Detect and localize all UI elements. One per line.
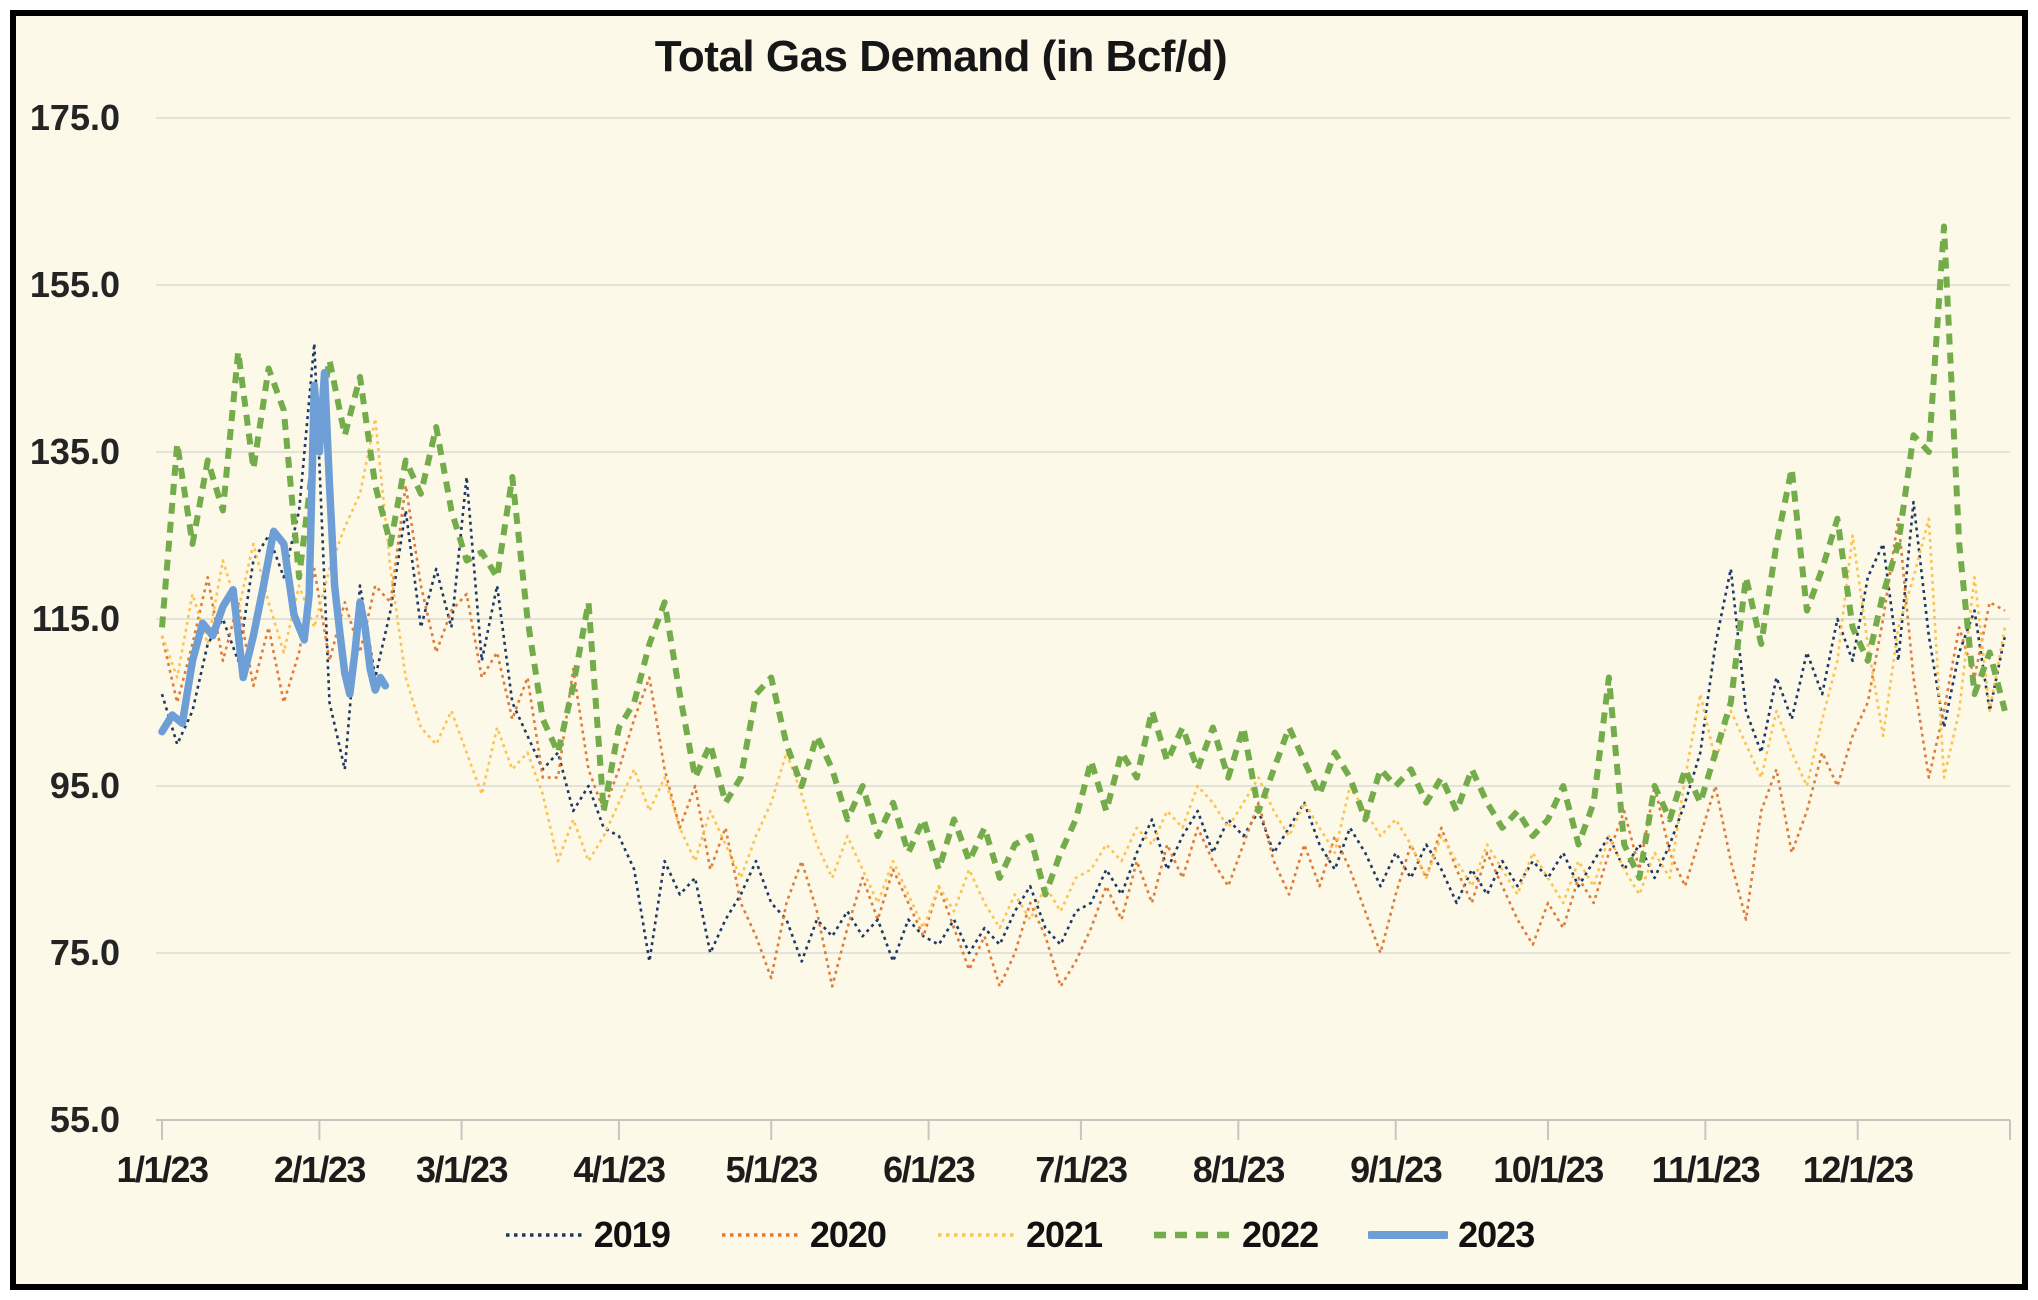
- x-tick-labels: 1/1/23 2/1/23 3/1/23 4/1/23 5/1/23 6/1/23 7/1/…: [116, 1149, 1914, 1190]
- legend-label-2020: 2020: [809, 1214, 887, 1255]
- legend-label-2022: 2022: [1242, 1214, 1319, 1255]
- y-gridlines: [156, 117, 2010, 1121]
- x-tick-label: 4/1/23: [573, 1149, 665, 1190]
- x-tick-label: 5/1/23: [726, 1149, 818, 1190]
- legend-item-2021: 2021: [936, 1214, 1103, 1256]
- legend-item-2020: 2020: [720, 1214, 887, 1256]
- legend-label-2019: 2019: [593, 1214, 671, 1255]
- x-tick-label: 10/1/23: [1493, 1149, 1603, 1190]
- x-tick-label: 3/1/23: [416, 1149, 508, 1190]
- x-tick-label: 9/1/23: [1350, 1149, 1442, 1190]
- chart-title: Total Gas Demand (in Bcf/d): [654, 32, 1228, 81]
- legend-line-sample-2022: [1154, 1231, 1231, 1239]
- legend-item-2019: 2019: [504, 1214, 671, 1256]
- legend-item-2022: 2022: [1152, 1214, 1319, 1256]
- chart-frame: Total Gas Demand (in Bcf/d) 175.0 155.0 13…: [10, 10, 2028, 1290]
- legend-label-2021: 2021: [1025, 1214, 1103, 1255]
- gas-demand-line-chart: 175.0 155.0 135.0 115.0 95.0 75.0 55.0 1/1/23 2…: [30, 97, 2011, 1190]
- legend-line-sample-2021: [937, 1233, 1014, 1237]
- series-line-2023: [158, 368, 390, 736]
- series-line-2020: [160, 484, 2006, 988]
- y-tick-label: 135.0: [30, 431, 120, 472]
- y-tick-label: 115.0: [32, 598, 120, 639]
- y-tick-label: 175.0: [30, 97, 120, 138]
- legend-line-sample-2023: [1368, 1231, 1449, 1239]
- series-lines: [158, 223, 2008, 988]
- x-tick-label: 6/1/23: [883, 1149, 975, 1190]
- legend-line-sample-2020: [721, 1233, 798, 1237]
- y-tick-label: 55.0: [50, 1099, 120, 1140]
- legend-line-sample-2019: [505, 1233, 582, 1237]
- x-tick-label: 2/1/23: [274, 1149, 366, 1190]
- legend-item-2023: 2023: [1368, 1214, 1535, 1256]
- y-tick-label: 155.0: [30, 264, 120, 305]
- x-tick-label: 8/1/23: [1193, 1149, 1285, 1190]
- series-line-2021: [160, 417, 2007, 930]
- x-tick-label: 1/1/23: [116, 1149, 208, 1190]
- series-line-2019: [160, 342, 2007, 963]
- y-tick-labels: 175.0 155.0 135.0 115.0 95.0 75.0 55.0: [30, 97, 120, 1140]
- x-tick-label: 12/1/23: [1803, 1149, 1913, 1190]
- y-tick-label: 95.0: [50, 765, 120, 806]
- x-tick-label: 7/1/23: [1035, 1149, 1127, 1190]
- legend-label-2023: 2023: [1458, 1214, 1535, 1255]
- chart-legend: 2019 2020 2021 2022 2023: [16, 1214, 2022, 1256]
- y-tick-label: 75.0: [50, 932, 120, 973]
- x-axis: [156, 1119, 2011, 1140]
- x-tick-label: 11/1/23: [1652, 1149, 1760, 1190]
- series-line-2022: [159, 223, 2008, 898]
